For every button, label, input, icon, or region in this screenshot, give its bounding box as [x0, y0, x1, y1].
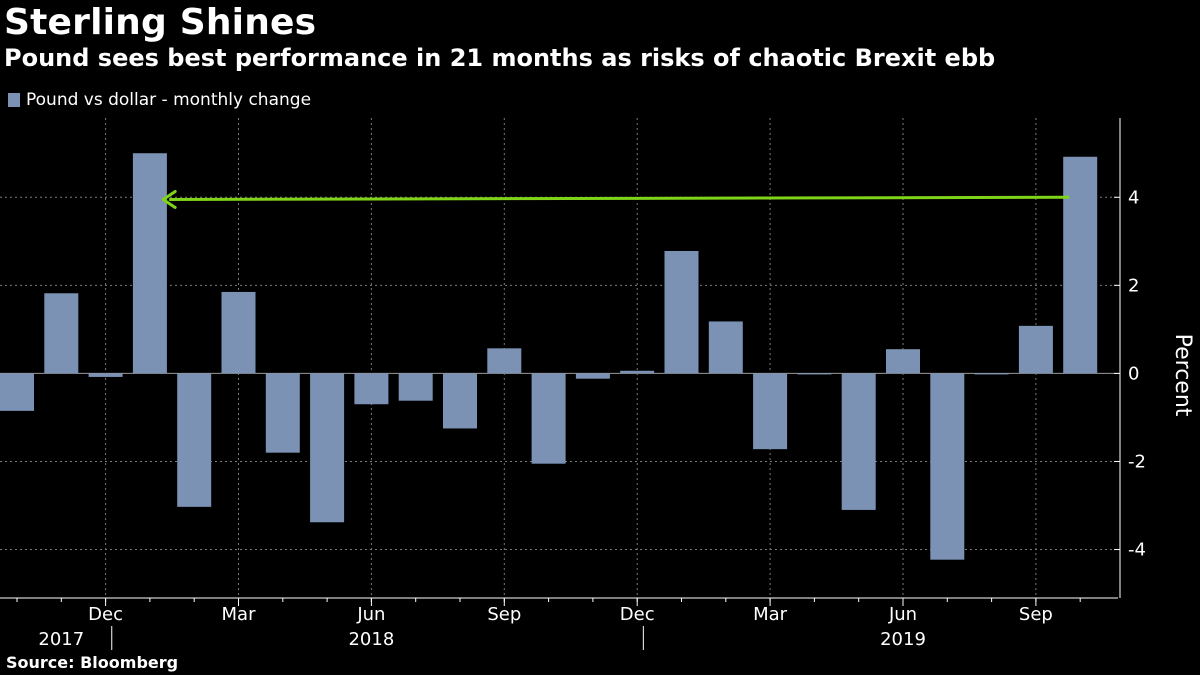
bar-may-2018 — [310, 373, 345, 523]
bar-jul-2018 — [398, 373, 433, 401]
y-tick-label: 4 — [1128, 187, 1139, 208]
annotation-arrow-shaft — [169, 195, 1070, 201]
bar-apr-2018 — [265, 373, 300, 453]
bar-sep-2019 — [1018, 325, 1053, 374]
bar-layer — [0, 153, 1098, 560]
bar-jun-2018 — [354, 373, 389, 405]
bar-oct-2019 — [1063, 156, 1098, 374]
annotation-arrow-head — [161, 189, 177, 209]
y-axis-title: Percent — [1170, 334, 1195, 417]
x-year-label-2018: 2018 — [348, 629, 394, 650]
legend-label: Pound vs dollar - monthly change — [26, 90, 312, 110]
axis-layer: -4 -2 0 2 4 Percent Dec Mar Jun Sep Dec Mar Jun Sep 20… — [0, 118, 1195, 650]
x-tick-label-mar: Mar — [222, 604, 257, 625]
bar-aug-2018 — [443, 373, 477, 429]
annotation-layer — [161, 189, 1070, 209]
bar-jan-2018 — [132, 153, 167, 374]
bar-aug-2019 — [974, 373, 1009, 375]
bar-oct-2018 — [531, 373, 566, 464]
bar-nov-2018 — [575, 373, 610, 379]
y-tick-label: 2 — [1128, 275, 1139, 296]
x-tick-label-dec: Dec — [620, 604, 655, 625]
source-note: Source: Bloomberg — [6, 653, 179, 672]
legend: Pound vs dollar - monthly change — [8, 90, 311, 110]
bar-may-2019 — [841, 373, 876, 510]
x-tick-label-jun: Jun — [356, 604, 385, 625]
bar-nov-2017 — [44, 293, 79, 374]
y-tick-label: 0 — [1128, 363, 1139, 384]
x-tick-label-sep: Sep — [487, 604, 521, 625]
x-tick-label-dec: Dec — [88, 604, 123, 625]
bar-mar-2019 — [753, 373, 788, 450]
chart-subtitle: Pound sees best performance in 21 months… — [4, 44, 996, 72]
bar-feb-2019 — [708, 321, 743, 374]
bar-jul-2019 — [930, 373, 965, 560]
bar-dec-2017 — [88, 373, 123, 377]
y-tick-label: -2 — [1128, 451, 1146, 472]
bar-oct-2017 — [0, 373, 34, 411]
legend-swatch — [8, 93, 20, 107]
x-year-label-2019: 2019 — [880, 629, 926, 650]
bar-sep-2018 — [487, 348, 522, 374]
bar-feb-2018 — [177, 373, 212, 507]
bar-apr-2019 — [797, 373, 832, 375]
bar-mar-2018 — [221, 291, 256, 374]
x-tick-label-jun: Jun — [888, 604, 917, 625]
x-tick-label-mar: Mar — [753, 604, 788, 625]
bar-jun-2019 — [886, 349, 920, 374]
x-tick-label-sep: Sep — [1019, 604, 1053, 625]
bar-dec-2018 — [620, 370, 655, 374]
bar-jan-2019 — [664, 250, 699, 374]
x-year-label-2017: 2017 — [38, 629, 84, 650]
y-tick-label: -4 — [1128, 540, 1146, 561]
chart-title: Sterling Shines — [4, 2, 317, 43]
